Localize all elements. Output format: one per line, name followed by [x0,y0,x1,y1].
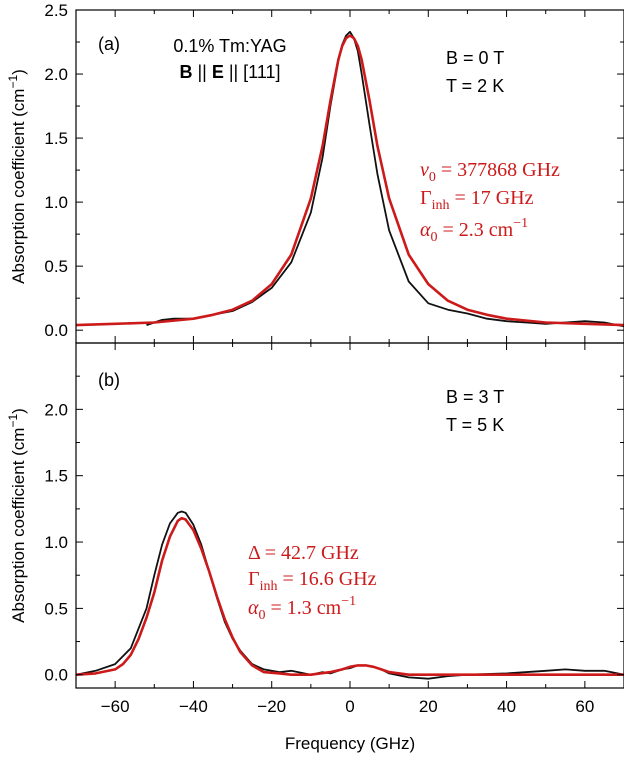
panel-label-b: (b) [98,370,120,390]
y-tick-label-b-3: 1.5 [44,467,68,486]
orientation-label: B || E || [111] [179,62,280,82]
panel-a: 0.0 0.5 1.0 1.5 2.0 2.5 Absorption coefficien… [6,1,624,344]
series-group-b [75,510,624,680]
y-tick-label-a-2: 1.0 [44,193,68,212]
x-tick-label-5: 40 [497,697,516,716]
fit-param-alpha-b: α0 = 1.3 cm−1 [248,594,356,623]
x-tick-label-4: 20 [419,697,438,716]
fit-curve-a [75,34,624,327]
fit-param-center: ν0 = 377868 GHz [420,159,560,185]
panel-b: 0.0 0.5 1.0 1.5 2.0 Absorption coefficient (… [6,342,624,689]
x-tick-label-1: −40 [179,697,208,716]
sample-label: 0.1% Tm:YAG [173,36,286,56]
y-tick-label-a-0: 0.0 [44,321,68,340]
condition-field-a: B = 0 T [446,48,504,68]
condition-field-b: B = 3 T [446,387,504,407]
fit-curve-b [75,516,624,677]
y-tick-label-a-5: 2.5 [44,1,68,20]
y-tick-label-b-0: 0.0 [44,666,68,685]
x-tick-labels: −60 −40 −20 0 20 40 60 [101,697,595,716]
y-tick-label-b-2: 1.0 [44,533,68,552]
fit-param-width-a: Γinh = 17 GHz [420,187,534,213]
x-tick-label-2: −20 [257,697,286,716]
x-tick-label-6: 60 [575,697,594,716]
x-tick-label-0: −60 [101,697,130,716]
x-axis-label: Frequency (GHz) [285,734,415,753]
condition-temp-a: T = 2 K [446,76,504,96]
condition-temp-b: T = 5 K [446,415,504,435]
panel-label-a: (a) [98,34,120,54]
x-tick-label-3: 0 [345,697,354,716]
fit-param-width-b: Γinh = 16.6 GHz [248,568,377,594]
tick-group-b: 0.0 0.5 1.0 1.5 2.0 [44,343,624,688]
y-tick-label-a-1: 0.5 [44,257,68,276]
fit-param-alpha-a: α0 = 2.3 cm−1 [420,216,528,245]
y-tick-label-a-4: 2.0 [44,65,68,84]
tick-group-a: 0.0 0.5 1.0 1.5 2.0 2.5 [44,1,624,343]
y-tick-label-b-1: 0.5 [44,599,68,618]
y-axis-label-a: Absorption coefficient (cm−1) [6,69,28,284]
fit-param-splitting: Δ = 42.7 GHz [248,542,359,564]
y-tick-label-b-4: 2.0 [44,400,68,419]
y-axis-label-b: Absorption coefficient (cm−1) [6,408,28,623]
y-tick-label-a-3: 1.5 [44,129,68,148]
plot-frame-b [75,342,624,689]
series-group-a [75,30,624,328]
